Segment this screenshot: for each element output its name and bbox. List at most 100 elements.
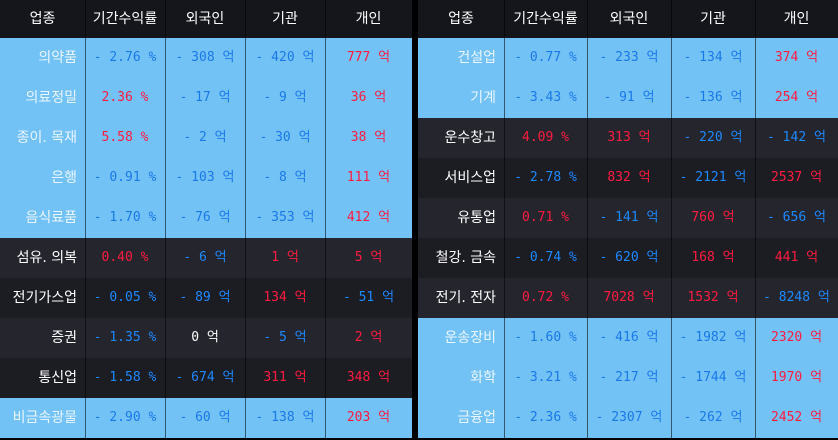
table-row[interactable]: 금융업 - 2.36 % - 2307 억 - 262 억 2452 억 [418,398,838,438]
cell-individual: 441 억 [774,250,819,265]
header-individual[interactable]: 개인 [783,11,810,27]
cell-return: 5.58 % [101,130,149,145]
cell-institution: - 138 억 [255,410,315,425]
cell-individual: 36 억 [350,90,387,105]
right-table: 업종 기간수익률 외국인 기관 개인 건설업 - 0.77 % - 233 억 - 134 억 3… [418,0,838,440]
cell-return: - 1.35 % [93,330,157,345]
cell-return: 0.72 % [522,290,569,305]
header-foreign[interactable]: 외국인 [185,11,225,27]
cell-return: - 1.60 % [514,330,577,345]
cell-return: - 0.91 % [93,170,157,185]
cell-sector: 기계 [470,90,496,106]
table-row[interactable]: 은행 - 0.91 % - 103 억 - 8 억 111 억 [0,158,412,198]
cell-foreign: - 233 억 [599,50,659,65]
cell-return: - 3.21 % [514,370,577,385]
column-divider [504,0,505,440]
table-row[interactable]: 건설업 - 0.77 % - 233 억 - 134 억 374 억 [418,38,838,78]
header-foreign[interactable]: 외국인 [609,11,649,27]
cell-sector: 서비스업 [444,170,496,186]
header-institution[interactable]: 기관 [700,11,726,27]
table-row[interactable]: 종이. 목재 5.58 % - 2 억 - 30 억 38 억 [0,118,412,158]
cell-foreign: - 141 억 [599,210,659,225]
cell-institution: - 353 억 [255,210,315,225]
header-individual[interactable]: 개인 [355,11,382,27]
cell-institution: - 262 억 [683,410,743,425]
cell-foreign: - 91 억 [603,90,655,105]
cell-return: - 1.70 % [93,210,157,225]
cell-institution: - 420 억 [255,50,315,65]
cell-institution: 1532 억 [687,290,739,305]
cell-foreign: - 6 억 [183,250,227,265]
cell-individual: 38 억 [350,130,387,145]
table-row[interactable]: 비금속광물 - 2.90 % - 60 억 - 138 억 203 억 [0,398,412,438]
header-return[interactable]: 기간수익률 [513,11,578,27]
cell-sector: 전기. 전자 [435,290,496,306]
cell-foreign: 313 억 [607,130,651,145]
cell-individual: 374 억 [774,50,819,65]
cell-individual: 111 억 [346,170,391,185]
cell-institution: - 30 억 [259,130,311,145]
table-separator [412,0,418,440]
cell-return: - 2.36 % [514,410,577,425]
table-row[interactable]: 섬유. 의복 0.40 % - 6 억 1 억 5 억 [0,238,412,278]
table-row[interactable]: 철강. 금속 - 0.74 % - 620 억 168 억 441 억 [418,238,838,278]
cell-return: - 2.78 % [514,170,577,185]
cell-individual: 203 억 [346,410,391,425]
table-row[interactable]: 전기. 전자 0.72 % 7028 억 1532 억 - 8248 억 [418,278,838,318]
cell-individual: 412 억 [346,210,391,225]
cell-institution: - 220 억 [683,130,743,145]
cell-individual: 254 억 [774,90,819,105]
cell-sector: 금융업 [457,410,496,426]
cell-sector: 음식료품 [25,210,77,226]
cell-sector: 유통업 [457,210,496,226]
column-divider [671,0,672,440]
table-row[interactable]: 유통업 0.71 % - 141 억 760 억 - 656 억 [418,198,838,238]
table-row[interactable]: 전기가스업 - 0.05 % - 89 억 134 억 - 51 억 [0,278,412,318]
cell-sector: 운수창고 [444,130,496,146]
column-divider [325,0,326,440]
table-row[interactable]: 증권 - 1.35 % 0 억 - 5 억 2 억 [0,318,412,358]
cell-return: 0.71 % [522,210,569,225]
cell-return: - 1.58 % [93,370,157,385]
table-row[interactable]: 의약품 - 2.76 % - 308 억 - 420 억 777 억 [0,38,412,78]
cell-sector: 전기가스업 [12,290,77,306]
cell-institution: 168 억 [691,250,735,265]
table-row[interactable]: 화학 - 3.21 % - 217 억 - 1744 억 1970 억 [418,358,838,398]
cell-institution: - 5 억 [263,330,307,345]
cell-institution: 134 억 [263,290,307,305]
cell-foreign: - 674 억 [175,370,235,385]
cell-institution: 311 억 [263,370,307,385]
cell-institution: - 1982 억 [679,330,747,345]
cell-sector: 종이. 목재 [16,130,77,146]
table-row[interactable]: 운수창고 4.09 % 313 억 - 220 억 - 142 억 [418,118,838,158]
cell-individual: - 656 억 [767,210,826,225]
table-row[interactable]: 음식료품 - 1.70 % - 76 억 - 353 억 412 억 [0,198,412,238]
table-row[interactable]: 기계 - 3.43 % - 91 억 - 136 억 254 억 [418,78,838,118]
table-row[interactable]: 통신업 - 1.58 % - 674 억 311 억 348 억 [0,358,412,398]
cell-individual: 348 억 [346,370,391,385]
cell-return: 2.36 % [101,90,149,105]
table-row[interactable]: 운송장비 - 1.60 % - 416 억 - 1982 억 2320 억 [418,318,838,358]
cell-institution: 1 억 [271,250,299,265]
cell-individual: 2537 억 [770,170,823,185]
cell-return: - 0.77 % [514,50,577,65]
cell-foreign: 832 억 [607,170,651,185]
cell-institution: - 1744 억 [679,370,747,385]
column-divider [587,0,588,440]
cell-individual: 777 억 [346,50,391,65]
cell-institution: - 2121 억 [679,170,747,185]
header-institution[interactable]: 기관 [272,11,298,27]
cell-return: - 0.05 % [93,290,157,305]
table-row[interactable]: 의료정밀 2.36 % - 17 억 - 9 억 36 억 [0,78,412,118]
cell-individual: 2 억 [354,330,383,345]
cell-individual: 5 억 [354,250,383,265]
cell-sector: 운송장비 [444,330,496,346]
column-divider [165,0,166,440]
header-sector[interactable]: 업종 [448,11,474,27]
header-return[interactable]: 기간수익률 [92,11,158,27]
cell-institution: - 8 억 [263,170,307,185]
table-row[interactable]: 서비스업 - 2.78 % 832 억 - 2121 억 2537 억 [418,158,838,198]
header-sector[interactable]: 업종 [29,11,56,27]
cell-institution: - 136 억 [683,90,743,105]
column-divider [85,0,86,440]
